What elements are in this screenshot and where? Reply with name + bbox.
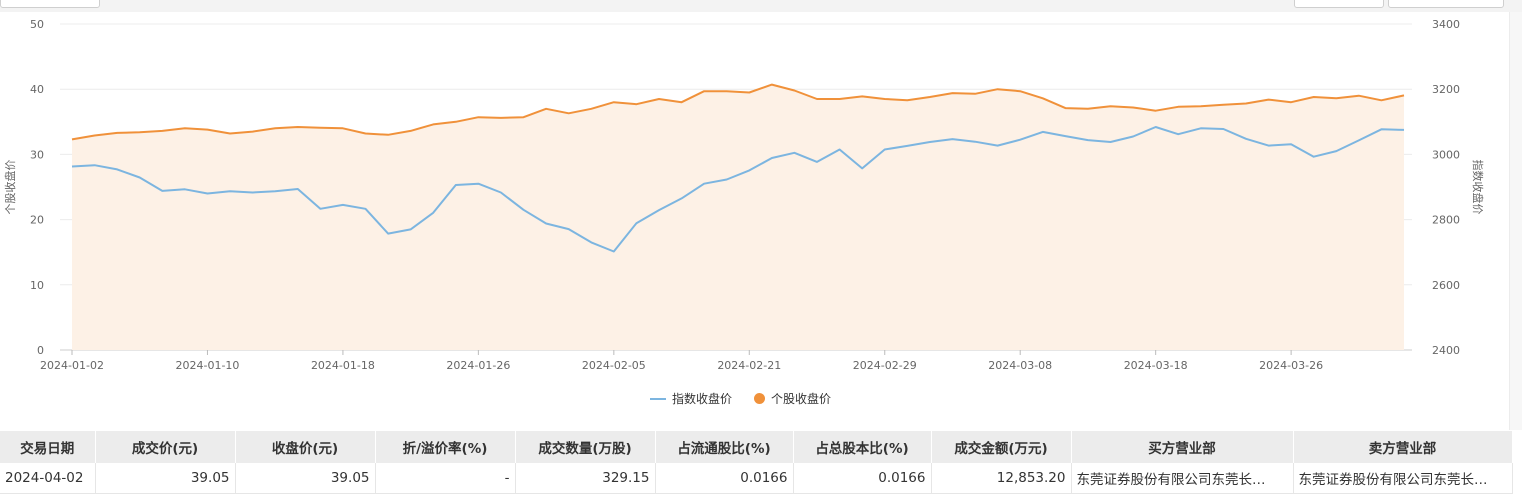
- cell-trade-price: 39.05: [95, 463, 236, 494]
- col-header-float-ratio[interactable]: 占流通股比(%): [655, 431, 794, 463]
- legend-line-swatch-icon: [650, 397, 666, 400]
- y-left-axis-title: 个股收盘价: [3, 160, 17, 215]
- cell-seller[interactable]: 东莞证券股份有限公司东莞长…: [1293, 463, 1513, 494]
- y-right-tick-label: 3000: [1432, 148, 1460, 161]
- y-left-tick-label: 10: [30, 279, 44, 292]
- series-line-index: [71, 126, 1405, 253]
- legend-item-index[interactable]: 指数收盘价: [650, 390, 732, 407]
- y-right-tick-label: 2800: [1432, 214, 1460, 227]
- cell-date: 2024-04-02: [0, 463, 96, 494]
- x-tick-label: 2024-03-26: [1259, 359, 1323, 372]
- x-tick-label: 2024-03-18: [1124, 359, 1188, 372]
- cell-premium-rate: -: [375, 463, 516, 494]
- legend-label-index: 指数收盘价: [672, 392, 733, 406]
- y-right-tick-label: 2600: [1432, 279, 1460, 292]
- table-row: 2024-04-02 39.05 39.05 - 329.15 0.0166 0…: [0, 463, 1513, 494]
- legend-label-stock: 个股收盘价: [771, 392, 832, 406]
- cell-float-ratio: 0.0166: [655, 463, 794, 494]
- top-toolbar: [0, 0, 1522, 12]
- legend-item-stock[interactable]: 个股收盘价: [754, 390, 831, 407]
- x-tick-label: 2024-02-05: [582, 359, 646, 372]
- x-tick-label: 2024-02-21: [717, 359, 781, 372]
- toolbar-button-right-1[interactable]: [1294, 0, 1384, 8]
- cell-buyer[interactable]: 东莞证券股份有限公司东莞长…: [1071, 463, 1294, 494]
- x-tick-label: 2024-01-26: [446, 359, 510, 372]
- y-left-tick-label: 20: [30, 214, 44, 227]
- col-header-buyer[interactable]: 买方营业部: [1071, 431, 1294, 463]
- col-header-volume[interactable]: 成交数量(万股): [515, 431, 656, 463]
- cell-volume: 329.15: [515, 463, 656, 494]
- stock-area-fill: [72, 84, 1404, 350]
- x-tick-label: 2024-01-02: [40, 359, 104, 372]
- col-header-date[interactable]: 交易日期: [0, 431, 96, 463]
- chart-legend: 指数收盘价 个股收盘价: [650, 390, 853, 407]
- series-line-stock: [71, 83, 1405, 141]
- y-right-tick-label: 3200: [1432, 83, 1460, 96]
- y-right-axis-title: 指数收盘价: [1471, 160, 1485, 215]
- x-tick-label: 2024-01-10: [175, 359, 239, 372]
- block-trade-table: 交易日期 成交价(元) 收盘价(元) 折/溢价率(%) 成交数量(万股) 占流通…: [0, 431, 1513, 494]
- col-header-premium-rate[interactable]: 折/溢价率(%): [375, 431, 516, 463]
- toolbar-button-right-2[interactable]: [1388, 0, 1504, 8]
- col-header-trade-price[interactable]: 成交价(元): [95, 431, 236, 463]
- y-left-tick-label: 40: [30, 83, 44, 96]
- y-left-tick-label: 50: [30, 18, 44, 31]
- x-tick-label: 2024-02-29: [853, 359, 917, 372]
- x-tick-label: 2024-01-18: [311, 359, 375, 372]
- toolbar-button-left[interactable]: [0, 0, 100, 8]
- y-right-tick-label: 2400: [1432, 344, 1460, 357]
- y-right-tick-label: 3400: [1432, 18, 1460, 31]
- cell-total-ratio: 0.0166: [793, 463, 932, 494]
- scrollbar[interactable]: [1509, 12, 1522, 430]
- col-header-total-ratio[interactable]: 占总股本比(%): [793, 431, 932, 463]
- legend-dot-swatch-icon: [754, 393, 766, 404]
- cell-close-price: 39.05: [235, 463, 376, 494]
- col-header-seller[interactable]: 卖方营业部: [1293, 431, 1513, 463]
- y-left-tick-label: 0: [37, 344, 44, 357]
- col-header-amount[interactable]: 成交金额(万元): [931, 431, 1072, 463]
- cell-amount: 12,853.20: [931, 463, 1072, 494]
- table-header-row: 交易日期 成交价(元) 收盘价(元) 折/溢价率(%) 成交数量(万股) 占流通…: [0, 431, 1513, 463]
- x-tick-label: 2024-03-08: [988, 359, 1052, 372]
- price-chart: 0 10 20 30 40 50 2400 2600 2800 3000 3200 3400 2024-…: [3, 18, 1485, 372]
- col-header-close-price[interactable]: 收盘价(元): [235, 431, 376, 463]
- y-left-tick-label: 30: [30, 148, 44, 161]
